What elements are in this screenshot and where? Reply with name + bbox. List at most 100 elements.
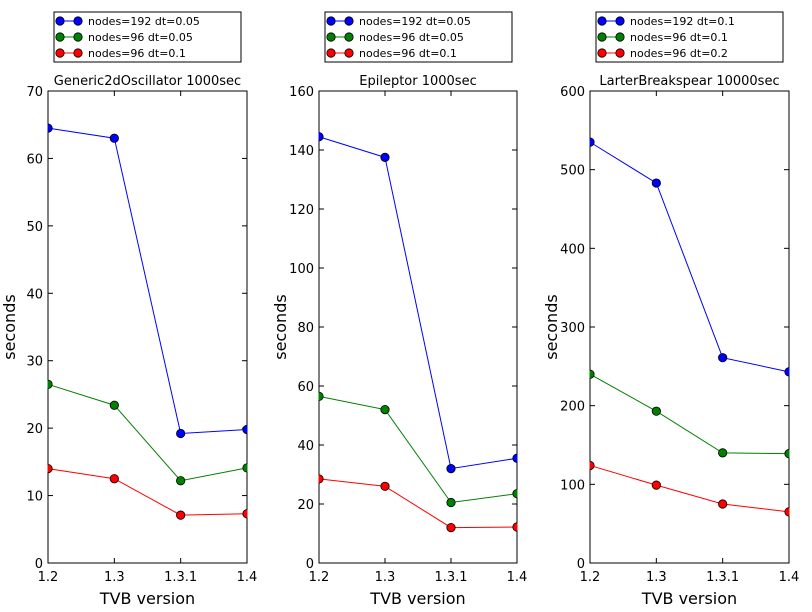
- legend-box: [53, 11, 242, 63]
- data-point: [47, 464, 53, 474]
- y-tick-label: 80: [297, 321, 314, 336]
- y-tick-label: 600: [560, 85, 585, 100]
- plot-frame: [47, 90, 248, 564]
- data-point: [446, 522, 456, 533]
- data-point: [651, 406, 661, 416]
- legend-marker: [73, 48, 83, 58]
- data-point: [109, 474, 119, 484]
- data-point: [109, 133, 119, 143]
- legend-marker: [344, 32, 354, 42]
- data-point: [718, 499, 728, 509]
- legend-marker: [344, 16, 354, 26]
- data-point: [512, 489, 518, 499]
- y-tick-label: 0: [577, 557, 585, 572]
- legend-label: nodes=192 dt=0.05: [359, 15, 471, 28]
- legend-box: [595, 11, 784, 63]
- x-tick-label: 1.3: [646, 570, 667, 585]
- legend-label: nodes=96 dt=0.1: [630, 31, 728, 44]
- data-point: [380, 404, 390, 415]
- legend-label: nodes=96 dt=0.05: [88, 31, 193, 44]
- data-point: [176, 476, 186, 486]
- y-tick-label: 20: [26, 422, 43, 437]
- legend: nodes=192 dt=0.05 nodes=96 dt=0.05 nodes=9…: [324, 11, 513, 63]
- data-point: [446, 463, 456, 474]
- subplot-1: 0 10 20 30 40 50 60 70 1.2 1.3 1.3.1 1.4 Generic2dOs…: [0, 11, 258, 608]
- subplot-title: Generic2dOscillator 1000sec: [54, 74, 241, 89]
- data-point: [718, 353, 728, 363]
- y-tick-label: 60: [26, 152, 43, 167]
- legend-label: nodes=96 dt=0.1: [88, 47, 186, 60]
- y-tick-label: 500: [560, 164, 585, 179]
- legend-marker: [344, 48, 354, 58]
- legend-marker: [615, 32, 625, 42]
- legend-label: nodes=192 dt=0.05: [88, 15, 200, 28]
- legend-marker: [55, 32, 65, 42]
- data-point: [318, 391, 324, 401]
- legend-label: nodes=96 dt=0.2: [630, 47, 728, 60]
- data-point: [651, 480, 661, 490]
- legend-marker: [326, 32, 336, 42]
- legend-box: [324, 11, 513, 63]
- plot-frame: [318, 90, 518, 564]
- data-point: [512, 453, 518, 463]
- y-tick-label: 100: [560, 478, 585, 493]
- subplot-2: 0 20 40 60 80 100 120 140 160 1.2 1.3 1.3.1 1.4 Epile…: [271, 11, 527, 608]
- data-point: [651, 178, 661, 188]
- y-tick-label: 70: [26, 85, 43, 100]
- data-point: [318, 474, 324, 484]
- data-point: [47, 379, 53, 389]
- series-line: [47, 127, 248, 435]
- data-point: [718, 448, 728, 458]
- x-tick-label: 1.3: [104, 570, 125, 585]
- data-point: [784, 507, 790, 517]
- legend-marker: [326, 16, 336, 26]
- y-tick-label: 50: [26, 220, 43, 235]
- x-axis-title: TVB version: [369, 589, 465, 608]
- series-line: [589, 373, 790, 455]
- x-axis-title: TVB version: [641, 589, 737, 608]
- legend-marker: [597, 32, 607, 42]
- x-tick-label: 1.3.1: [706, 570, 739, 585]
- legend: nodes=192 dt=0.05 nodes=96 dt=0.05 nodes=9…: [53, 11, 242, 63]
- y-tick-label: 160: [289, 85, 314, 100]
- y-tick-label: 100: [289, 262, 314, 277]
- data-point: [380, 152, 390, 162]
- y-tick-label: 120: [289, 203, 314, 218]
- data-point: [512, 522, 518, 532]
- data-point: [784, 449, 790, 459]
- x-tick-label: 1.4: [237, 570, 258, 585]
- subplot-3: 0 100 200 300 400 500 600 1.2 1.3 1.3.1 1.4 LarterB…: [542, 11, 800, 608]
- data-point: [176, 510, 186, 520]
- y-tick-label: 30: [26, 355, 43, 370]
- x-tick-label: 1.4: [779, 570, 800, 585]
- legend-marker: [55, 16, 65, 26]
- y-tick-label: 0: [306, 557, 314, 572]
- series-line: [589, 141, 790, 373]
- legend-marker: [597, 48, 607, 58]
- series-layer: [589, 137, 790, 517]
- subplot-title: Epileptor 1000sec: [359, 74, 476, 89]
- data-point: [589, 137, 595, 147]
- legend-marker: [73, 32, 83, 42]
- series-line: [318, 478, 518, 529]
- data-point: [589, 460, 595, 471]
- x-tick-label: 1.3.1: [434, 570, 467, 585]
- data-point: [784, 367, 790, 377]
- y-tick-label: 40: [26, 287, 43, 302]
- data-point: [242, 509, 248, 519]
- x-axis-title: TVB version: [99, 589, 195, 608]
- data-point: [242, 424, 248, 435]
- series-line: [47, 468, 248, 516]
- legend-marker: [615, 48, 625, 58]
- y-tick-label: 300: [560, 321, 585, 336]
- series-line: [318, 395, 518, 504]
- legend-marker: [615, 16, 625, 26]
- data-point: [109, 400, 119, 410]
- x-tick-label: 1.2: [580, 570, 601, 585]
- y-axis-title: seconds: [271, 294, 290, 359]
- series-line: [47, 383, 248, 482]
- data-point: [318, 132, 324, 142]
- legend-marker: [597, 16, 607, 26]
- y-tick-label: 60: [297, 380, 314, 395]
